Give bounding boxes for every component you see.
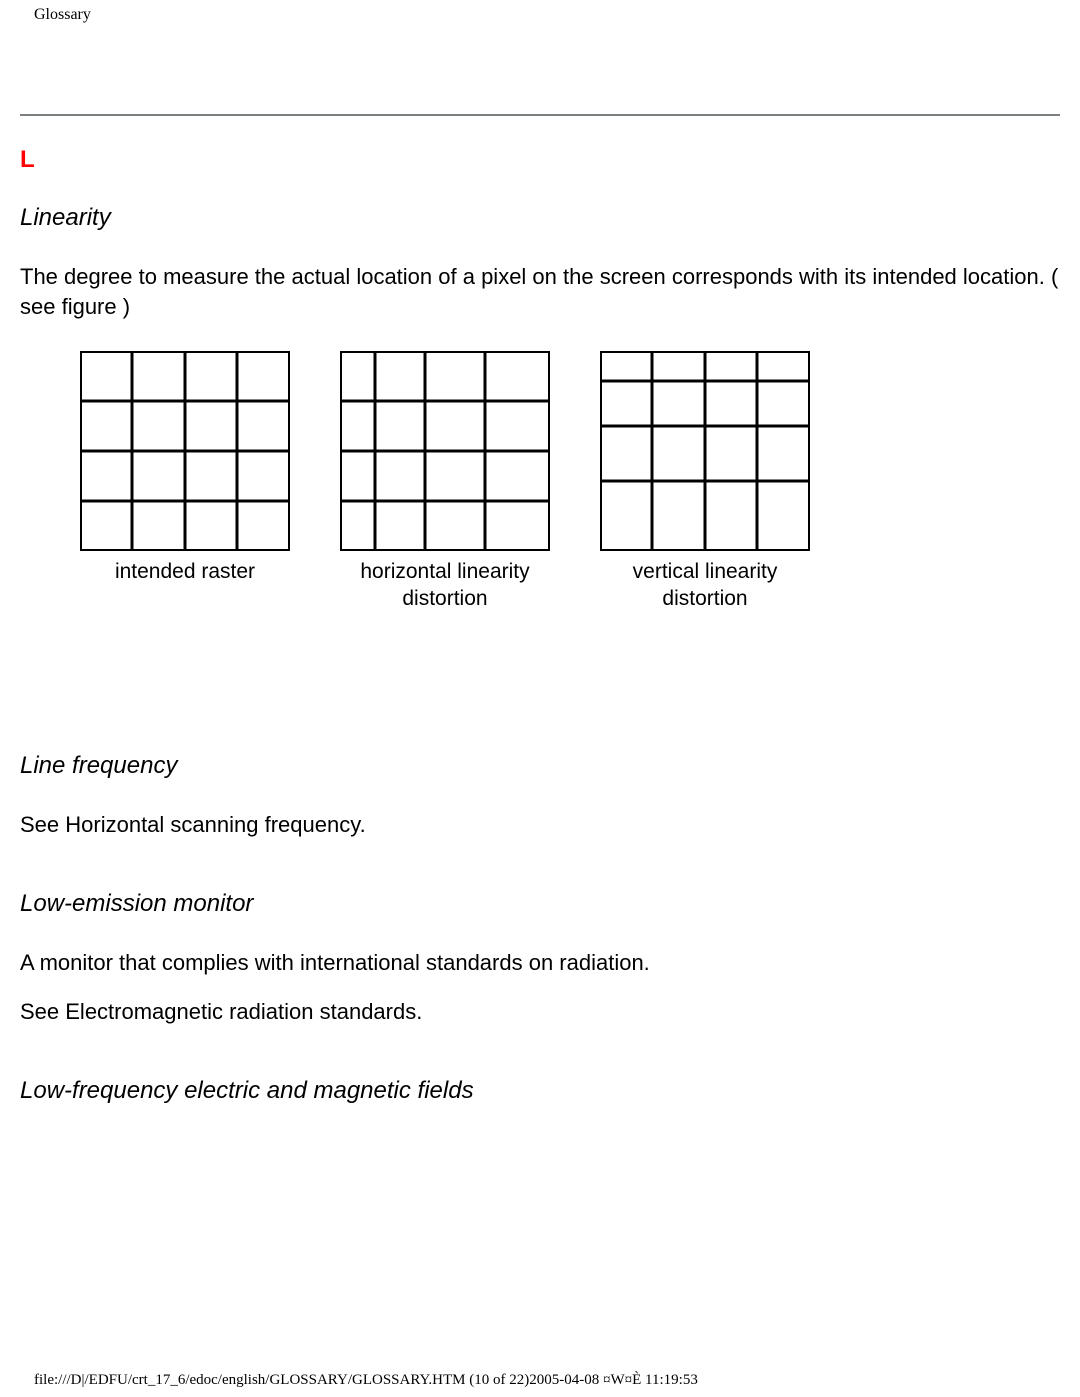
grid-intended-icon: [80, 351, 290, 551]
section-letter: L: [20, 146, 1060, 174]
term-line-frequency: Line frequency: [20, 752, 1060, 780]
caption-intended: intended raster: [115, 559, 255, 585]
figure-horizontal-distortion: horizontal linearitydistortion: [340, 351, 550, 612]
horizontal-rule: [20, 114, 1060, 116]
term-linearity: Linearity: [20, 204, 1060, 232]
term-low-emission: Low-emission monitor: [20, 890, 1060, 918]
page-header-title: Glossary: [20, 0, 1060, 24]
caption-vert: vertical linearitydistortion: [633, 559, 778, 612]
caption-horiz: horizontal linearitydistortion: [360, 559, 529, 612]
figure-vertical-distortion: vertical linearitydistortion: [600, 351, 810, 612]
linearity-figure-row: intended raster horizontal linearitydist…: [80, 351, 1060, 612]
definition-low-emission-2: See Electromagnetic radiation standards.: [20, 997, 1060, 1027]
definition-low-emission-1: A monitor that complies with internation…: [20, 948, 1060, 978]
grid-horiz-distort-icon: [340, 351, 550, 551]
footer-path: file:///D|/EDFU/crt_17_6/edoc/english/GL…: [34, 1372, 698, 1389]
definition-line-frequency: See Horizontal scanning frequency.: [20, 810, 1060, 840]
figure-intended-raster: intended raster: [80, 351, 290, 585]
definition-linearity: The degree to measure the actual locatio…: [20, 262, 1060, 321]
grid-vert-distort-icon: [600, 351, 810, 551]
term-low-freq-fields: Low-frequency electric and magnetic fiel…: [20, 1077, 1060, 1105]
